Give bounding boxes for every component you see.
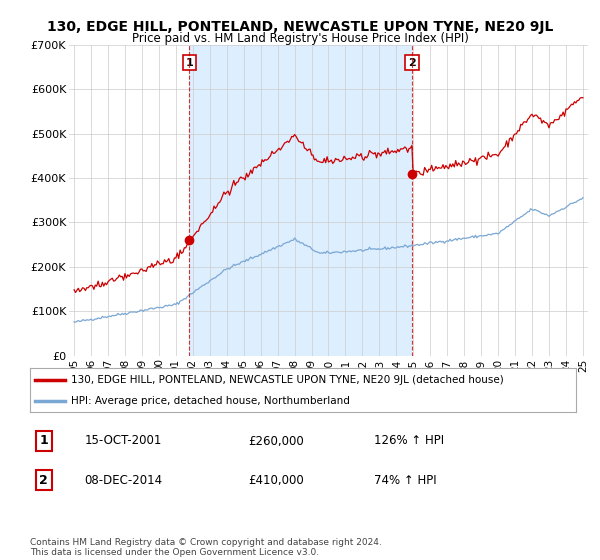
Text: 130, EDGE HILL, PONTELAND, NEWCASTLE UPON TYNE, NE20 9JL (detached house): 130, EDGE HILL, PONTELAND, NEWCASTLE UPO…: [71, 375, 504, 385]
Text: 74% ↑ HPI: 74% ↑ HPI: [374, 474, 437, 487]
Text: HPI: Average price, detached house, Northumberland: HPI: Average price, detached house, Nort…: [71, 396, 350, 406]
Text: 2: 2: [39, 474, 48, 487]
Text: 08-DEC-2014: 08-DEC-2014: [85, 474, 163, 487]
Bar: [189, 45, 412, 356]
Text: 2: 2: [408, 58, 416, 68]
Text: £410,000: £410,000: [248, 474, 304, 487]
Text: 1: 1: [185, 58, 193, 68]
Text: £260,000: £260,000: [248, 435, 304, 447]
Text: Price paid vs. HM Land Registry's House Price Index (HPI): Price paid vs. HM Land Registry's House …: [131, 32, 469, 45]
Text: 130, EDGE HILL, PONTELAND, NEWCASTLE UPON TYNE, NE20 9JL: 130, EDGE HILL, PONTELAND, NEWCASTLE UPO…: [47, 20, 553, 34]
Text: 15-OCT-2001: 15-OCT-2001: [85, 435, 162, 447]
Text: 126% ↑ HPI: 126% ↑ HPI: [374, 435, 444, 447]
Text: Contains HM Land Registry data © Crown copyright and database right 2024.
This d: Contains HM Land Registry data © Crown c…: [30, 538, 382, 557]
Text: 1: 1: [39, 435, 48, 447]
